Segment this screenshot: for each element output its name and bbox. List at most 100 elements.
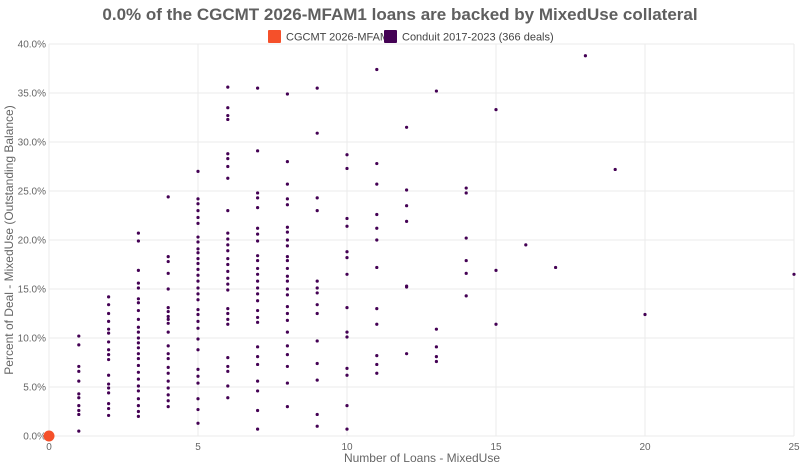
data-point-conduit[interactable] — [226, 85, 230, 89]
data-point-conduit[interactable] — [166, 344, 170, 348]
data-point-conduit[interactable] — [494, 268, 498, 272]
data-point-conduit[interactable] — [226, 317, 230, 321]
data-point-conduit[interactable] — [196, 292, 200, 296]
data-point-conduit[interactable] — [166, 309, 170, 314]
data-point-conduit[interactable] — [196, 326, 200, 330]
data-point-conduit[interactable] — [136, 239, 140, 243]
data-point-conduit[interactable] — [464, 258, 468, 263]
data-point-conduit[interactable] — [136, 404, 140, 408]
data-point-conduit[interactable] — [494, 322, 498, 326]
data-point-conduit[interactable] — [196, 374, 200, 378]
data-point-conduit[interactable] — [554, 265, 558, 270]
data-point-conduit[interactable] — [256, 272, 260, 276]
data-point-conduit[interactable] — [256, 320, 260, 324]
legend-label-conduit[interactable]: Conduit 2017-2023 (366 deals) — [402, 32, 554, 44]
data-point-conduit[interactable] — [285, 287, 289, 291]
data-point-conduit[interactable] — [345, 306, 349, 310]
data-point-conduit[interactable] — [345, 216, 349, 221]
data-point-conduit[interactable] — [166, 393, 170, 397]
data-point-conduit[interactable] — [256, 191, 260, 195]
data-point-conduit[interactable] — [107, 386, 111, 390]
data-point-conduit[interactable] — [226, 288, 230, 292]
data-point-conduit[interactable] — [166, 399, 170, 403]
data-point-conduit[interactable] — [256, 379, 260, 383]
data-point-conduit[interactable] — [196, 397, 200, 401]
data-point-conduit[interactable] — [494, 108, 498, 112]
data-point-conduit[interactable] — [196, 319, 200, 323]
data-point-conduit[interactable] — [405, 285, 409, 289]
data-point-conduit[interactable] — [226, 364, 230, 369]
data-point-conduit[interactable] — [285, 311, 289, 316]
data-point-conduit[interactable] — [405, 188, 409, 192]
data-point-conduit[interactable] — [345, 153, 349, 157]
data-point-conduit[interactable] — [136, 268, 140, 272]
data-point-conduit[interactable] — [196, 348, 200, 352]
data-point-conduit[interactable] — [226, 117, 230, 122]
data-point-conduit[interactable] — [107, 353, 111, 357]
data-point-conduit[interactable] — [166, 271, 170, 275]
data-point-conduit[interactable] — [315, 131, 319, 135]
data-point-conduit[interactable] — [315, 311, 319, 316]
data-point-conduit[interactable] — [166, 405, 170, 409]
data-point-conduit[interactable] — [166, 352, 170, 356]
data-point-conduit[interactable] — [285, 182, 289, 186]
data-point-conduit[interactable] — [434, 327, 438, 331]
data-point-conduit[interactable] — [375, 322, 379, 326]
data-point-conduit[interactable] — [315, 378, 319, 382]
data-point-conduit[interactable] — [375, 226, 379, 230]
data-point-conduit[interactable] — [226, 243, 230, 247]
data-point-conduit[interactable] — [345, 404, 349, 408]
data-point-conduit[interactable] — [136, 363, 140, 368]
data-point-conduit[interactable] — [136, 330, 140, 334]
data-point-conduit[interactable] — [166, 365, 170, 369]
data-point-conduit[interactable] — [166, 330, 170, 334]
data-point-conduit[interactable] — [315, 412, 319, 417]
data-point-conduit[interactable] — [345, 224, 349, 228]
data-point-conduit[interactable] — [136, 346, 140, 350]
data-point-conduit[interactable] — [345, 166, 349, 171]
data-point-conduit[interactable] — [226, 311, 230, 316]
data-point-conduit[interactable] — [375, 362, 379, 367]
legend[interactable]: CGCMT 2026-MFAM1 Conduit 2017-2023 (366 … — [268, 30, 554, 44]
data-point-conduit[interactable] — [196, 298, 200, 302]
data-point-conduit[interactable] — [77, 369, 81, 373]
data-point-conduit[interactable] — [226, 307, 230, 311]
data-point-conduit[interactable] — [256, 266, 260, 271]
data-point-conduit[interactable] — [226, 157, 230, 161]
data-point-conduit[interactable] — [226, 152, 230, 156]
data-point-conduit[interactable] — [166, 379, 170, 383]
data-point-conduit[interactable] — [643, 312, 647, 317]
data-point-conduit[interactable] — [196, 367, 200, 371]
data-point-conduit[interactable] — [226, 249, 230, 253]
data-point-conduit[interactable] — [285, 225, 289, 229]
data-point-conduit[interactable] — [166, 259, 170, 264]
data-point-conduit[interactable] — [256, 232, 260, 236]
data-point-conduit[interactable] — [196, 221, 200, 225]
data-point-conduit[interactable] — [226, 106, 230, 110]
data-point-conduit[interactable] — [136, 341, 140, 345]
data-point-conduit[interactable] — [77, 396, 81, 400]
data-point-conduit[interactable] — [136, 336, 140, 340]
data-point-conduit[interactable] — [77, 334, 81, 338]
data-point-conduit[interactable] — [196, 240, 200, 244]
data-point-conduit[interactable] — [196, 202, 200, 206]
data-point-conduit[interactable] — [345, 373, 349, 377]
data-point-conduit[interactable] — [256, 389, 260, 393]
data-point-conduit[interactable] — [285, 330, 289, 334]
data-point-conduit[interactable] — [166, 195, 170, 199]
data-point-conduit[interactable] — [166, 386, 170, 390]
data-point-conduit[interactable] — [315, 339, 319, 343]
data-point-conduit[interactable] — [107, 331, 111, 335]
data-point-conduit[interactable] — [315, 196, 319, 200]
data-point-conduit[interactable] — [107, 391, 111, 395]
data-point-conduit[interactable] — [136, 409, 140, 414]
data-point-conduit[interactable] — [77, 429, 81, 433]
data-point-conduit[interactable] — [256, 345, 260, 349]
data-point-conduit[interactable] — [196, 381, 200, 385]
data-point-conduit[interactable] — [256, 254, 260, 258]
data-point-conduit[interactable] — [375, 371, 379, 375]
data-point-conduit[interactable] — [434, 359, 438, 364]
data-point-conduit[interactable] — [285, 405, 289, 409]
data-point-conduit[interactable] — [107, 406, 111, 411]
data-point-conduit[interactable] — [405, 204, 409, 208]
